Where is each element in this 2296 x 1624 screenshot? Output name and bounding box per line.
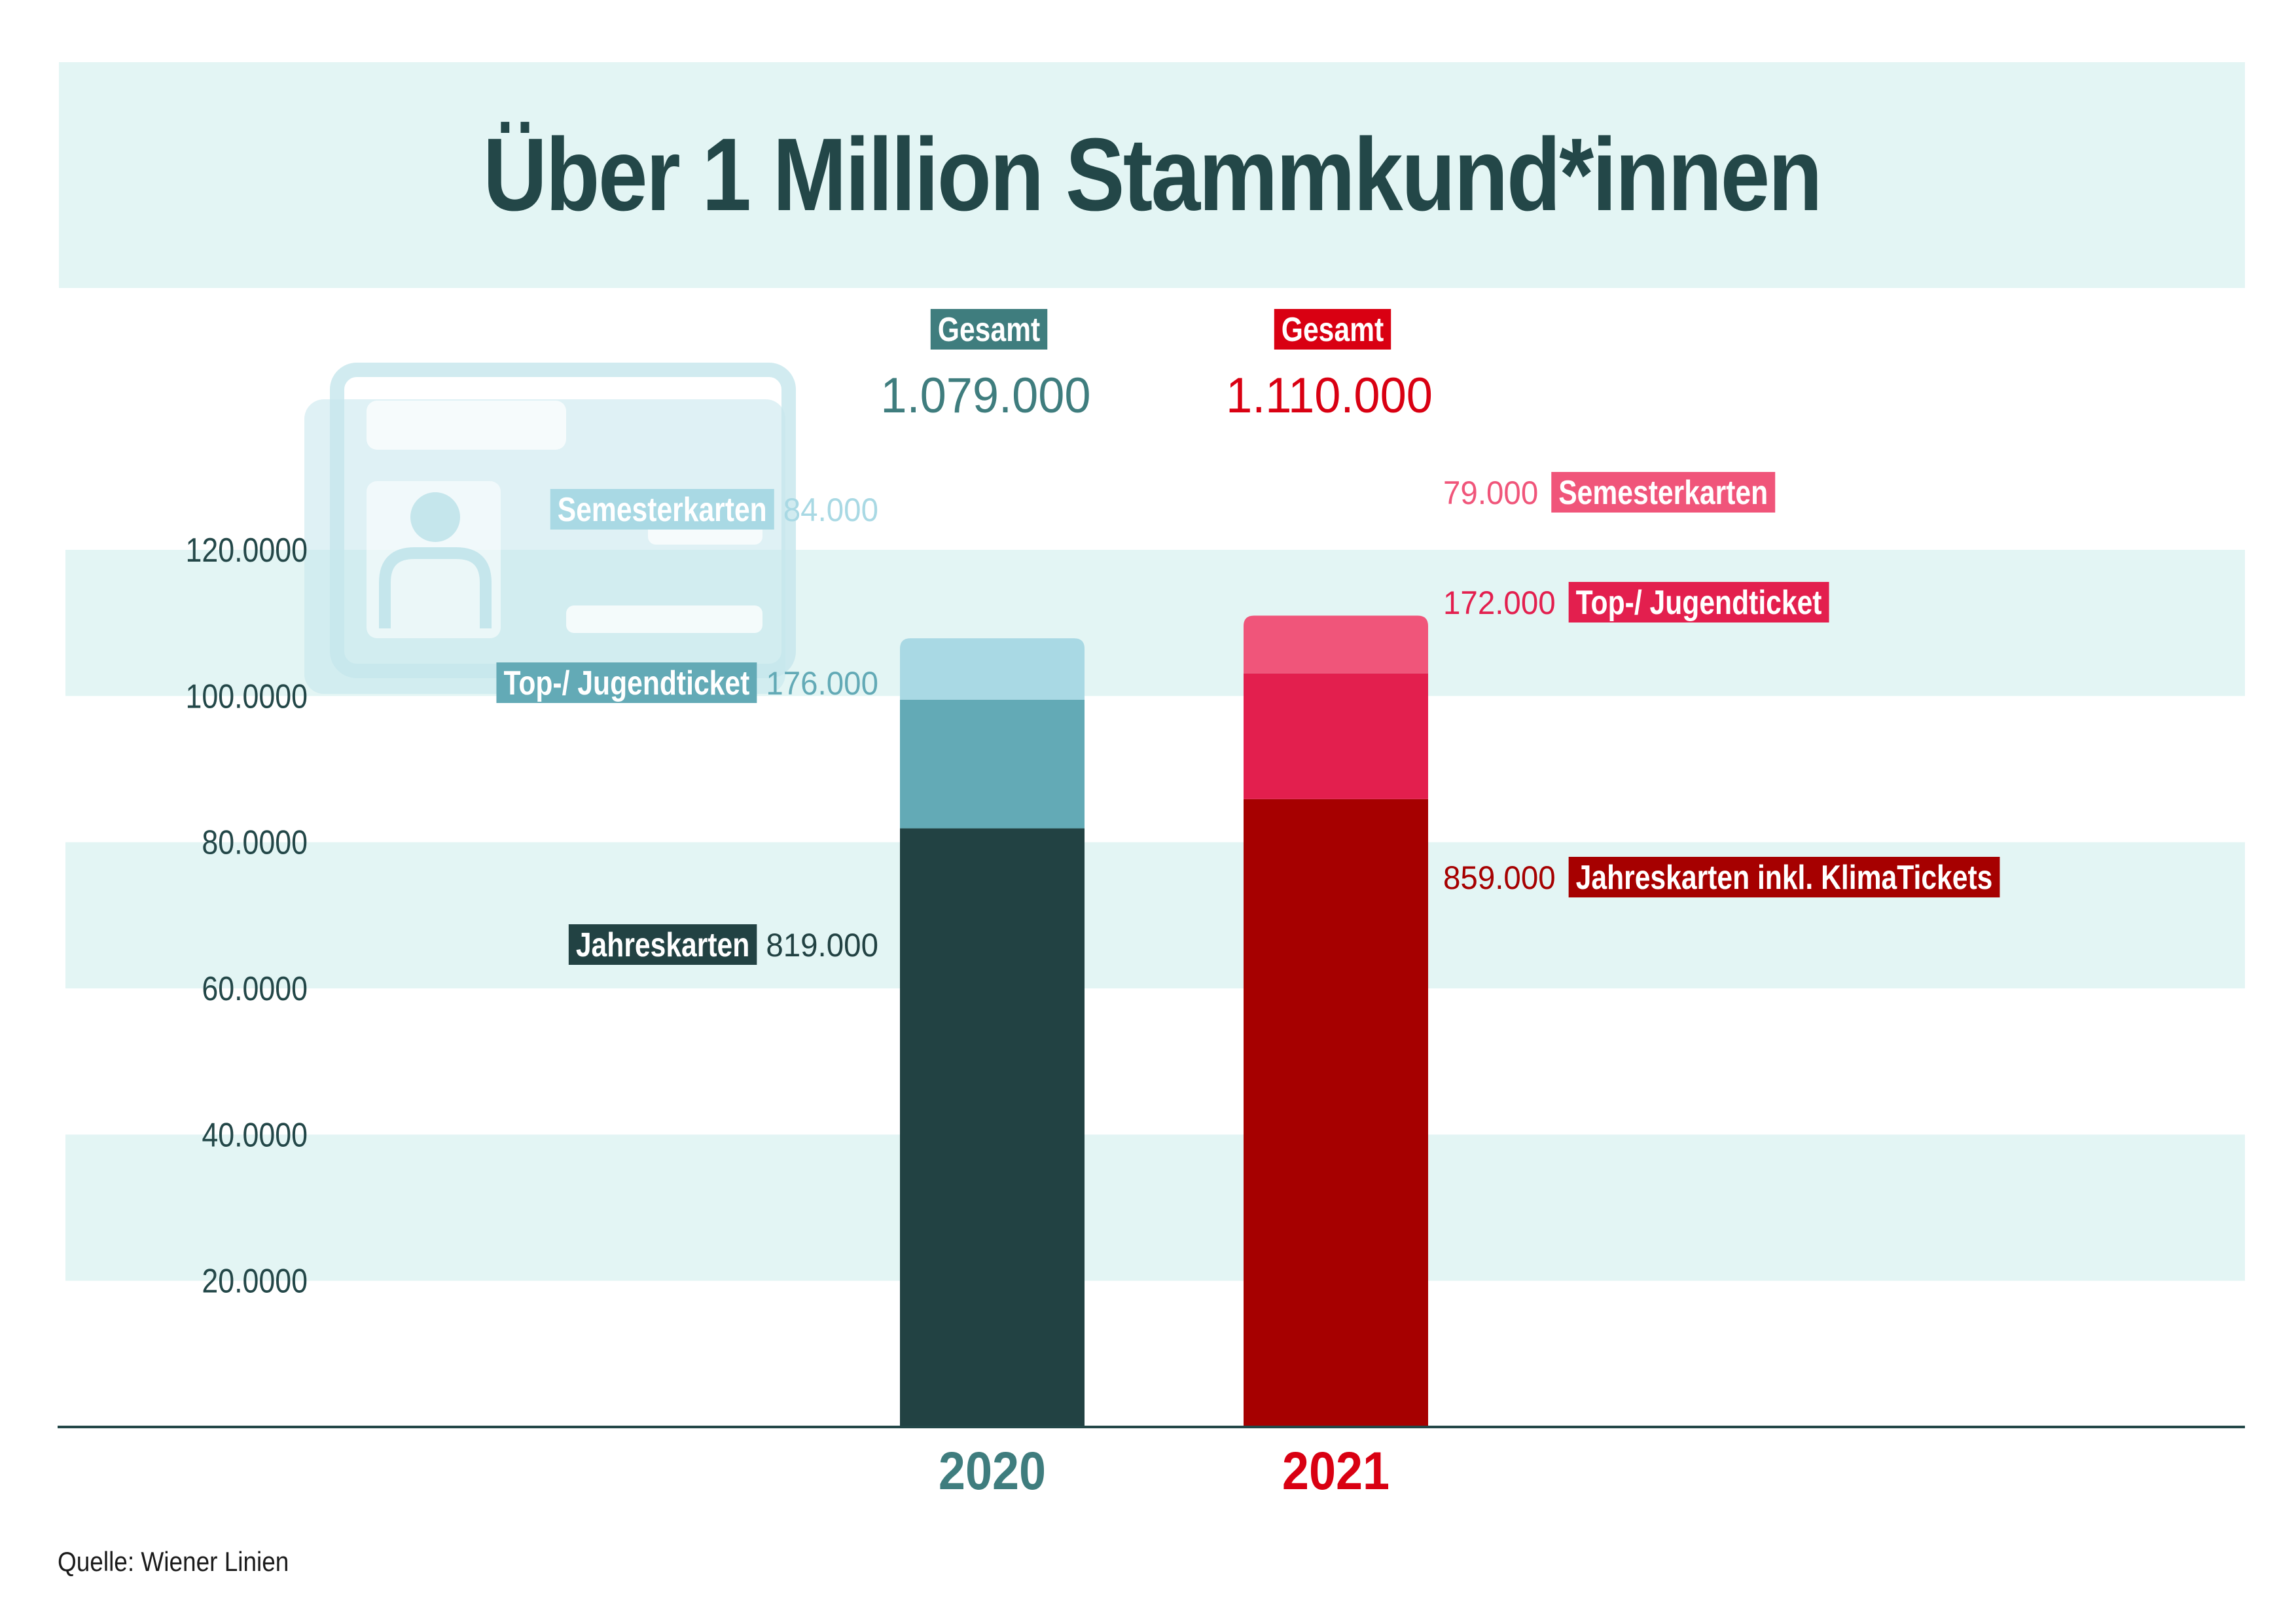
segment-value-label: 859.000	[1443, 860, 1556, 896]
y-tick-label: 100.0000	[186, 677, 308, 715]
y-tick-label: 80.0000	[202, 824, 308, 862]
segment-value-label: 79.000	[1443, 475, 1538, 511]
segment-name-label-text: Jahreskarten inkl. KlimaTickets	[1576, 859, 1993, 897]
total-label-box	[930, 309, 1048, 350]
source-note: Quelle: Wiener Linien	[58, 1546, 289, 1577]
id-card-line	[367, 401, 566, 450]
id-card-photo	[367, 481, 501, 638]
id-card-head	[410, 492, 460, 542]
segment-name-label-box	[496, 662, 757, 703]
student-id-card-icon	[304, 363, 796, 694]
total-label-text: Gesamt	[938, 311, 1041, 349]
bar-segment	[1244, 673, 1428, 799]
segment-name-label-box	[1568, 857, 2000, 897]
y-tick-label: 20.0000	[202, 1263, 308, 1301]
id-card-body	[379, 547, 492, 628]
total-label-box	[1274, 309, 1391, 350]
y-tick-label: 120.0000	[186, 532, 308, 569]
bar-segment	[900, 638, 1085, 700]
bar-segment	[900, 699, 1085, 829]
segment-name-label-box	[550, 489, 774, 530]
segment-value-label: 819.000	[766, 928, 878, 964]
id-card-line	[566, 605, 762, 633]
title-band	[59, 62, 2245, 288]
x-category-label: 2020	[939, 1440, 1046, 1501]
segment-value-label: 172.000	[1443, 585, 1556, 621]
segment-name-label-text: Semesterkarten	[1558, 474, 1768, 512]
segment-name-label-box	[568, 924, 757, 965]
segment-value-label: 84.000	[783, 492, 878, 528]
chart-title: Über 1 Million Stammkund*innen	[482, 117, 1823, 232]
segment-name-label-box	[1551, 472, 1776, 513]
bar-segment	[900, 828, 1085, 1427]
total-value: 1.110.000	[1226, 367, 1433, 423]
bar-segment	[1244, 799, 1428, 1427]
total-value: 1.079.000	[880, 367, 1090, 423]
y-tick-label: 40.0000	[202, 1116, 308, 1154]
y-tick-label: 60.0000	[202, 970, 308, 1008]
x-category-label: 2021	[1282, 1440, 1390, 1501]
segment-name-label-box	[1568, 582, 1829, 623]
segment-name-label-text: Semesterkarten	[558, 491, 767, 529]
total-label-text: Gesamt	[1282, 311, 1384, 349]
segment-value-label: 176.000	[766, 666, 878, 702]
grid-band-0	[65, 1134, 2245, 1281]
segment-name-label-text: Jahreskarten	[576, 926, 749, 964]
segment-name-label-text: Top-/ Jugendticket	[503, 664, 749, 702]
segment-name-label-text: Top-/ Jugendticket	[1576, 584, 1822, 622]
bar-segment	[1244, 615, 1428, 674]
